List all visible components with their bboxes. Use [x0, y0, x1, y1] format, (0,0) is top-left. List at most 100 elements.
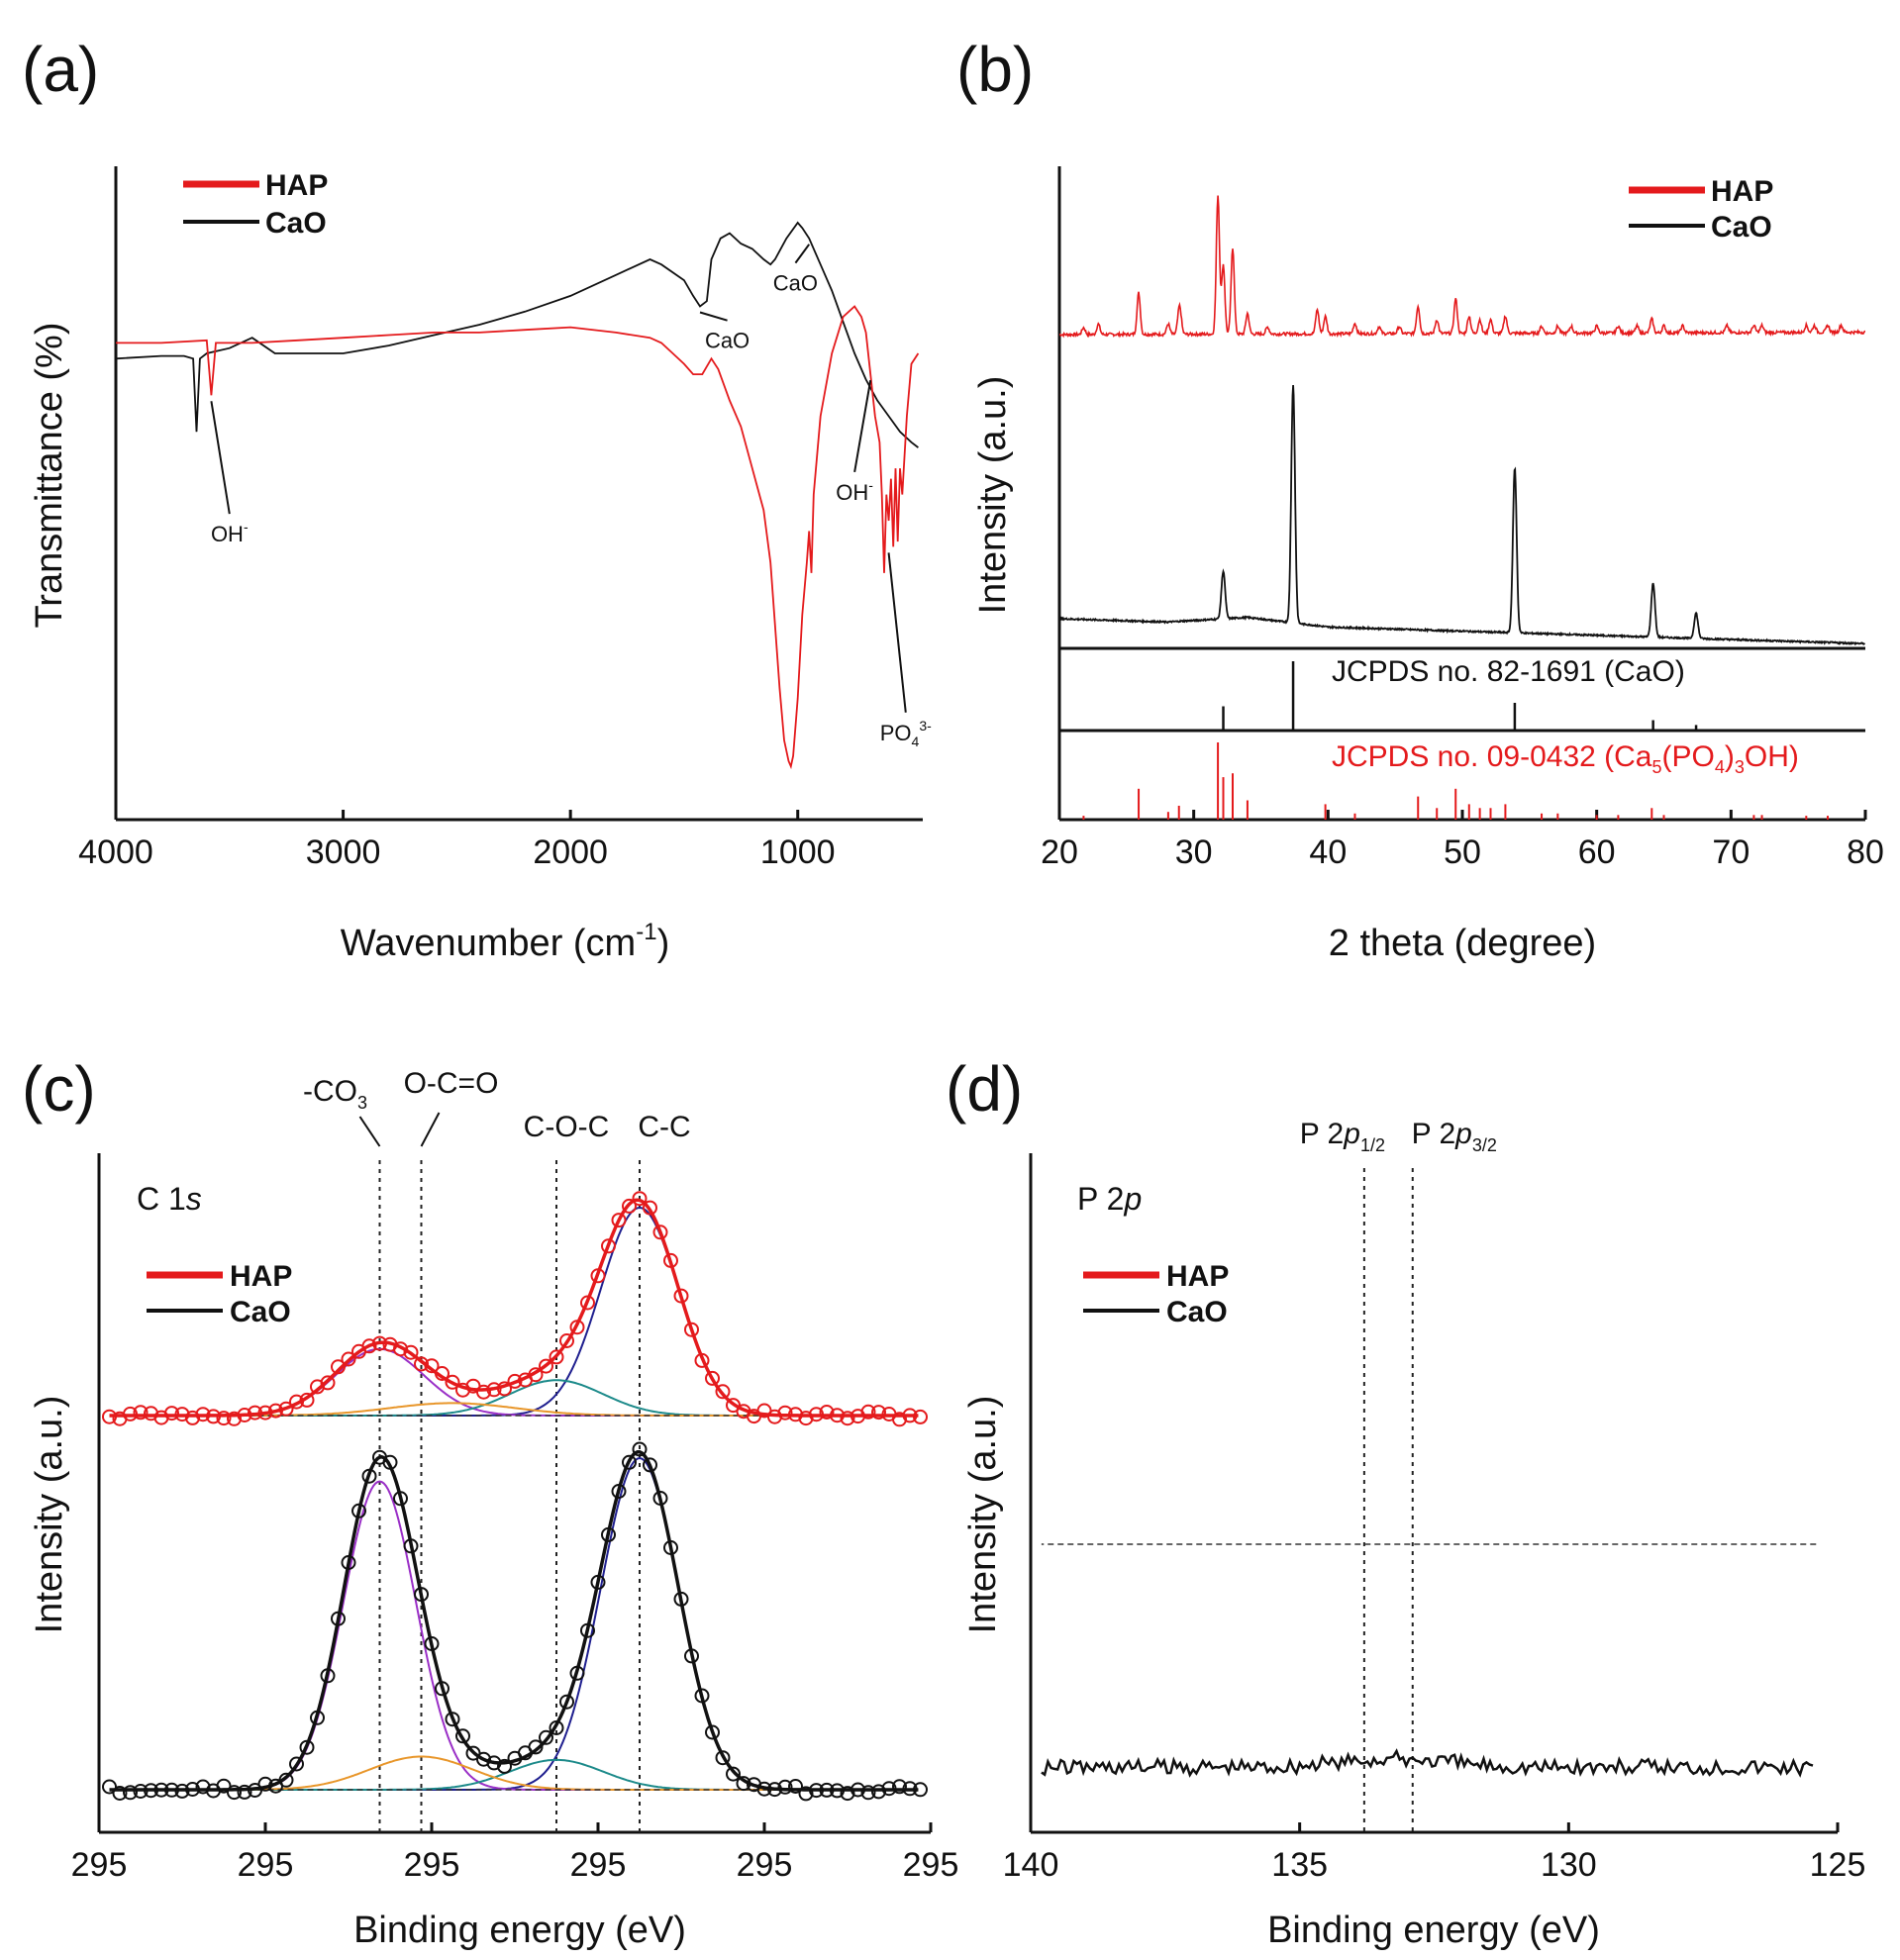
- x-tick-label: 295: [71, 1846, 128, 1884]
- reference-label-sub: 3/2: [1472, 1135, 1497, 1155]
- data-point: [341, 1351, 356, 1367]
- y-label-a: Transmittance (%): [29, 323, 70, 629]
- data-point: [798, 1786, 814, 1802]
- data-point: [736, 1776, 751, 1792]
- data-point: [684, 1648, 699, 1664]
- data-point: [539, 1358, 553, 1374]
- axes-b: [1057, 166, 1865, 822]
- data-point: [361, 1468, 377, 1484]
- data-point: [331, 1359, 346, 1375]
- reference-label-text: C-C: [638, 1111, 690, 1143]
- annotation-sup: -: [868, 477, 873, 493]
- data-point: [652, 1491, 668, 1506]
- reference-label-text: O-C=O: [404, 1067, 499, 1100]
- data-point: [902, 1408, 918, 1423]
- annotation-label: OH-: [211, 519, 249, 546]
- x-tick-label: 4000: [78, 833, 153, 871]
- data-point: [227, 1785, 242, 1801]
- annotation-arrow: [887, 552, 907, 713]
- data-point: [663, 1252, 678, 1268]
- data-point: [902, 1781, 918, 1797]
- reference-label: P 2p3/2: [1412, 1118, 1497, 1155]
- data-point: [102, 1409, 117, 1424]
- plot-area-b: [1059, 195, 1865, 820]
- annotation-label: CaO: [705, 329, 750, 353]
- x-tick-label: 70: [1712, 833, 1750, 871]
- annotation-arrow: [210, 401, 231, 515]
- data-point: [715, 1384, 731, 1400]
- legend-label-hap-c: HAP: [230, 1260, 292, 1293]
- data-point: [299, 1392, 315, 1408]
- data-point: [715, 1750, 731, 1766]
- annotation-label: PO43-: [880, 718, 932, 749]
- data-point: [580, 1622, 595, 1638]
- x-tick-label: 135: [1271, 1846, 1328, 1884]
- component-peak: [109, 1480, 919, 1791]
- data-point: [435, 1366, 450, 1381]
- data-point: [289, 1394, 304, 1410]
- data-point: [351, 1503, 366, 1519]
- data-point: [320, 1375, 336, 1391]
- data-point: [559, 1694, 574, 1710]
- data-point: [673, 1591, 689, 1607]
- data-point: [777, 1405, 793, 1421]
- x-tick-label: 80: [1847, 833, 1884, 871]
- data-point: [705, 1370, 720, 1386]
- annotation-text: CaO: [773, 271, 818, 296]
- data-point: [622, 1454, 637, 1470]
- x-tick-label: 20: [1041, 833, 1078, 871]
- data-point: [705, 1724, 720, 1740]
- data-point: [174, 1783, 190, 1799]
- data-point: [278, 1772, 294, 1788]
- data-point: [539, 1729, 553, 1745]
- x-tick-label: 2000: [533, 833, 608, 871]
- legend-label-cao-b: CaO: [1711, 211, 1772, 244]
- data-point: [414, 1356, 429, 1372]
- data-point: [590, 1268, 606, 1284]
- reference-label: -CO3: [303, 1075, 367, 1113]
- jcpds-hap-sticks: [1082, 742, 1830, 820]
- annotation-text: CaO: [705, 329, 750, 353]
- data-point: [153, 1782, 169, 1798]
- data-point: [850, 1782, 865, 1798]
- panel-label-d: (d): [946, 1053, 1023, 1125]
- y-label-b: Intensity (a.u.): [972, 376, 1014, 615]
- data-point: [819, 1782, 835, 1798]
- annotation-sup: -: [244, 519, 249, 535]
- data-point: [486, 1382, 502, 1398]
- data-point: [185, 1410, 200, 1425]
- data-point: [632, 1191, 648, 1207]
- data-point: [643, 1457, 657, 1473]
- data-point: [643, 1200, 657, 1216]
- data-point: [860, 1404, 876, 1420]
- data-point: [622, 1198, 637, 1214]
- fit-envelope: [109, 1450, 919, 1792]
- legend-label-cao-d: CaO: [1166, 1296, 1228, 1328]
- annotation-sup: 3-: [919, 718, 932, 734]
- data-point: [123, 1406, 138, 1421]
- data-point: [756, 1781, 772, 1797]
- data-point: [559, 1333, 574, 1348]
- data-point: [445, 1712, 460, 1727]
- x-tick-label: 40: [1309, 833, 1347, 871]
- data-point: [497, 1381, 512, 1397]
- panel-b: (b) 20 30 40 50 60 70 80 JCPDS no. 82-1691 (Ca…: [956, 34, 1884, 964]
- plot-area-a: [116, 221, 920, 770]
- data-point: [840, 1411, 855, 1426]
- plot-area-d: [1041, 1543, 1817, 1778]
- reference-label: C-O-C: [524, 1111, 610, 1143]
- data-point: [289, 1756, 304, 1772]
- reference-label-text: C-O-C: [524, 1111, 610, 1143]
- data-point: [133, 1784, 149, 1799]
- plot-area-c: [102, 1191, 928, 1802]
- data-point: [569, 1320, 585, 1335]
- data-point: [611, 1484, 627, 1499]
- data-point: [881, 1781, 897, 1797]
- annotation-text: PO: [880, 721, 912, 745]
- data-point: [455, 1728, 470, 1744]
- annotation-arrow: [853, 379, 872, 473]
- x-label-a: Wavenumber (cm-1): [341, 919, 669, 964]
- data-point: [601, 1526, 616, 1542]
- panel-d: (d) 140 135 130 125 P 2p1/2 P 2p3/2 P 2p HAP…: [946, 1053, 1865, 1951]
